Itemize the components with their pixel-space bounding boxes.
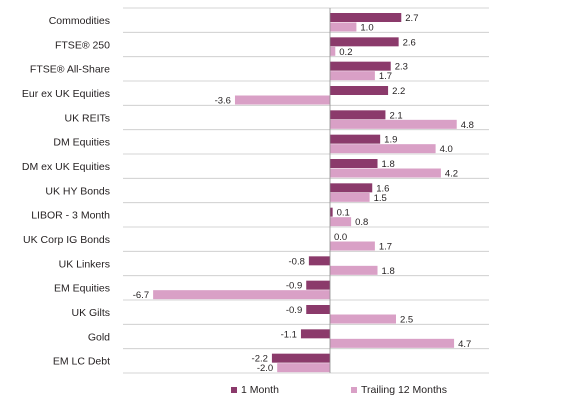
bar-trailing-12-months-uk-hy-bonds <box>330 192 370 202</box>
bar-trailing-12-months-ftse-250 <box>330 46 336 56</box>
value-label-one-month-uk-corp-ig-bonds: 0.0 <box>334 232 347 243</box>
category-label-em-equities: EM Equities <box>54 283 110 295</box>
category-label-em-lc-debt: EM LC Debt <box>53 356 110 368</box>
bar-trailing-12-months-dm-ex-uk-equities <box>330 168 441 178</box>
bar-trailing-12-months-uk-reits <box>330 119 457 129</box>
value-label-trailing-12-months-uk-hy-bonds: 1.5 <box>374 193 387 204</box>
category-label-eur-ex-uk-equities: Eur ex UK Equities <box>22 88 110 100</box>
bar-trailing-12-months-gold <box>330 338 455 348</box>
value-label-one-month-commodities: 2.7 <box>405 13 418 24</box>
bar-trailing-12-months-uk-linkers <box>330 265 378 275</box>
category-label-uk-gilts: UK Gilts <box>71 307 110 319</box>
value-label-one-month-dm-equities: 1.9 <box>384 135 397 146</box>
value-label-trailing-12-months-commodities: 1.0 <box>360 23 373 34</box>
bar-one-month-gold <box>300 329 330 339</box>
value-label-trailing-12-months-uk-gilts: 2.5 <box>400 315 413 326</box>
bar-trailing-12-months-em-lc-debt <box>277 363 330 373</box>
legend-label-1-month: 1 Month <box>241 384 279 396</box>
bar-trailing-12-months-em-equities <box>153 290 330 300</box>
value-label-trailing-12-months-uk-corp-ig-bonds: 1.7 <box>379 242 392 253</box>
value-label-one-month-uk-linkers: -0.8 <box>289 256 305 267</box>
value-label-trailing-12-months-dm-equities: 4.0 <box>440 144 453 155</box>
bar-trailing-12-months-uk-corp-ig-bonds <box>330 241 375 251</box>
category-label-uk-corp-ig-bonds: UK Corp IG Bonds <box>23 234 110 246</box>
value-label-trailing-12-months-em-equities: -6.7 <box>133 290 149 301</box>
value-label-one-month-uk-reits: 2.1 <box>389 110 402 121</box>
category-label-uk-hy-bonds: UK HY Bonds <box>45 185 110 197</box>
labels: Commodities 2.7 1.0 FTSE® 250 2.6 0.2 FTSE® Al… <box>22 13 474 374</box>
category-label-ftse-250: FTSE® 250 <box>55 39 110 51</box>
category-label-uk-linkers: UK Linkers <box>59 258 110 270</box>
bar-trailing-12-months-dm-equities <box>330 144 436 154</box>
bar-one-month-uk-linkers <box>308 256 330 266</box>
bar-one-month-uk-gilts <box>306 305 330 314</box>
category-label-commodities: Commodities <box>49 15 110 27</box>
bar-trailing-12-months-uk-gilts <box>330 314 396 324</box>
category-label-ftse-all-share: FTSE® All-Share <box>30 64 110 76</box>
value-label-trailing-12-months-libor-3-month: 0.8 <box>355 217 368 228</box>
value-label-trailing-12-months-ftse-250: 0.2 <box>339 47 352 58</box>
value-label-one-month-eur-ex-uk-equities: 2.2 <box>392 86 405 97</box>
bar-one-month-ftse-250 <box>330 37 399 47</box>
bar-one-month-commodities <box>330 13 402 22</box>
grid-lines <box>123 7 489 374</box>
value-label-trailing-12-months-uk-linkers: 1.8 <box>382 266 395 277</box>
bar-one-month-uk-hy-bonds <box>330 183 373 193</box>
value-label-one-month-ftse-250: 2.6 <box>403 37 416 48</box>
category-label-libor-3-month: LIBOR - 3 Month <box>31 210 110 222</box>
legend-label-trailing-12-months: Trailing 12 Months <box>361 384 447 396</box>
bar-one-month-dm-equities <box>330 134 381 144</box>
value-label-one-month-dm-ex-uk-equities: 1.8 <box>382 159 395 170</box>
bar-one-month-libor-3-month <box>330 207 333 217</box>
value-label-one-month-libor-3-month: 0.1 <box>337 208 350 219</box>
value-label-trailing-12-months-ftse-all-share: 1.7 <box>379 71 392 82</box>
bar-one-month-uk-reits <box>330 110 386 120</box>
category-label-dm-ex-uk-equities: DM ex UK Equities <box>22 161 110 173</box>
category-label-gold: Gold <box>88 331 110 343</box>
legend: 1 Month Trailing 12 Months <box>231 384 447 396</box>
bars <box>153 13 457 373</box>
bar-one-month-dm-ex-uk-equities <box>330 159 378 168</box>
category-label-uk-reits: UK REITs <box>64 112 110 124</box>
value-label-one-month-gold: -1.1 <box>281 329 297 340</box>
value-label-one-month-em-equities: -0.9 <box>286 281 302 292</box>
value-label-trailing-12-months-em-lc-debt: -2.0 <box>257 363 273 374</box>
legend-swatch-1-month <box>231 387 237 393</box>
value-label-one-month-em-lc-debt: -2.2 <box>252 354 268 365</box>
bar-one-month-ftse-all-share <box>330 61 391 71</box>
value-label-trailing-12-months-dm-ex-uk-equities: 4.2 <box>445 169 458 180</box>
bar-trailing-12-months-ftse-all-share <box>330 71 375 81</box>
value-label-trailing-12-months-gold: 4.7 <box>458 339 471 350</box>
bar-trailing-12-months-libor-3-month <box>330 217 352 227</box>
value-label-trailing-12-months-uk-reits: 4.8 <box>461 120 474 131</box>
bar-trailing-12-months-eur-ex-uk-equities <box>234 95 330 105</box>
category-label-dm-equities: DM Equities <box>53 137 110 149</box>
value-label-one-month-uk-gilts: -0.9 <box>286 305 302 316</box>
bar-trailing-12-months-commodities <box>330 22 357 32</box>
bar-one-month-em-equities <box>306 280 330 290</box>
bar-one-month-eur-ex-uk-equities <box>330 86 389 95</box>
value-label-trailing-12-months-eur-ex-uk-equities: -3.6 <box>215 96 231 107</box>
value-label-one-month-uk-hy-bonds: 1.6 <box>376 183 389 194</box>
value-label-one-month-ftse-all-share: 2.3 <box>395 62 408 73</box>
legend-swatch-trailing-12-months <box>351 387 357 393</box>
bar-one-month-em-lc-debt <box>271 353 330 363</box>
